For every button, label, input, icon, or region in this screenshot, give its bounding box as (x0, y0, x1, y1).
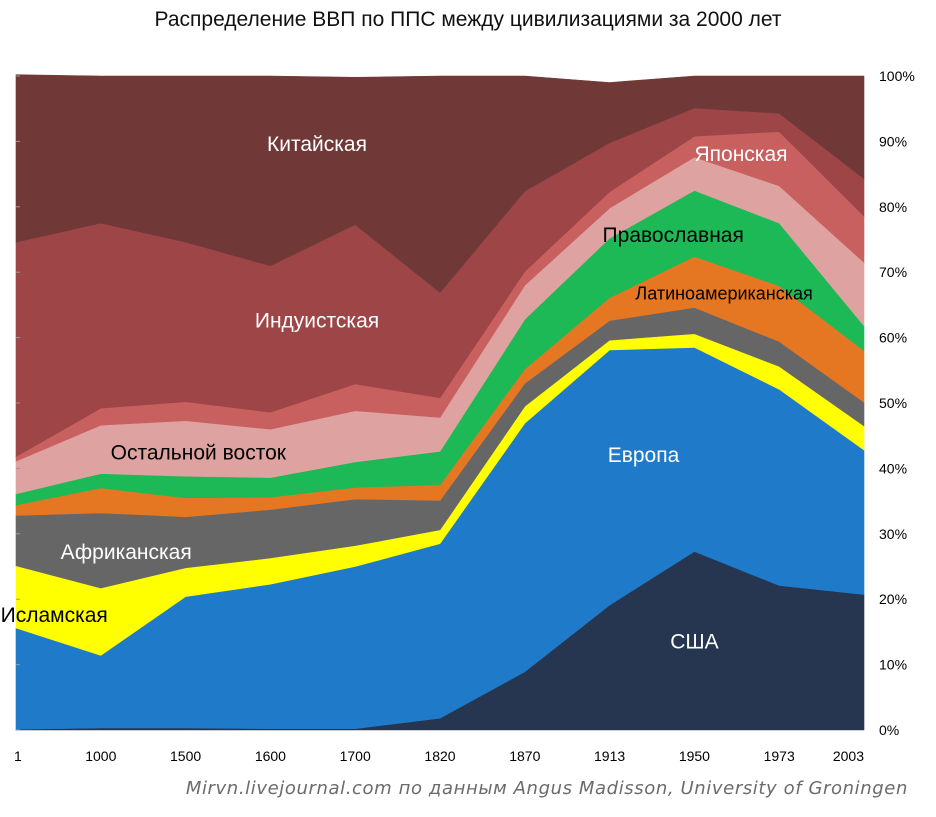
series-label-5: Латиноамериканская (635, 284, 812, 304)
series-label-7: Остальной восток (111, 442, 287, 465)
series-label-1: США (670, 630, 718, 653)
series-label-2: Европа (608, 444, 680, 467)
y-tick-label: 0% (879, 722, 899, 738)
y-tick-label: 100% (879, 68, 915, 84)
y-tick-label: 90% (879, 133, 907, 149)
series-label-6: Православная (603, 224, 744, 247)
area-series-group (16, 75, 864, 730)
x-tick-label: 1973 (764, 748, 795, 764)
series-label-10: Китайская (267, 133, 367, 156)
y-tick-label: 70% (879, 264, 907, 280)
y-tick-label: 50% (879, 395, 907, 411)
y-tick-label: 10% (879, 657, 907, 673)
x-tick-label: 1820 (424, 748, 455, 764)
x-tick-label: 1700 (340, 748, 371, 764)
source-credit: Mirvn.livejournal.com по данным Angus Ma… (186, 778, 908, 799)
x-tick-label: 1950 (679, 748, 710, 764)
x-tick-label: 1913 (594, 748, 625, 764)
y-tick-label: 80% (879, 199, 907, 215)
x-tick-label: 1500 (170, 748, 201, 764)
x-tick-label: 1600 (255, 748, 286, 764)
y-tick-label: 30% (879, 526, 907, 542)
x-tick-label: 2003 (833, 748, 864, 764)
series-label-4: Африканская (61, 541, 192, 564)
series-label-9: Индуистская (255, 309, 379, 332)
x-tick-label: 1000 (85, 748, 116, 764)
series-label-8: Японская (694, 143, 787, 166)
x-tick-label: 1 (14, 748, 22, 764)
x-tick-label: 1870 (509, 748, 540, 764)
y-tick-label: 40% (879, 460, 907, 476)
y-tick-label: 20% (879, 591, 907, 607)
series-label-3: Исламская (1, 604, 108, 627)
y-tick-label: 60% (879, 330, 907, 346)
